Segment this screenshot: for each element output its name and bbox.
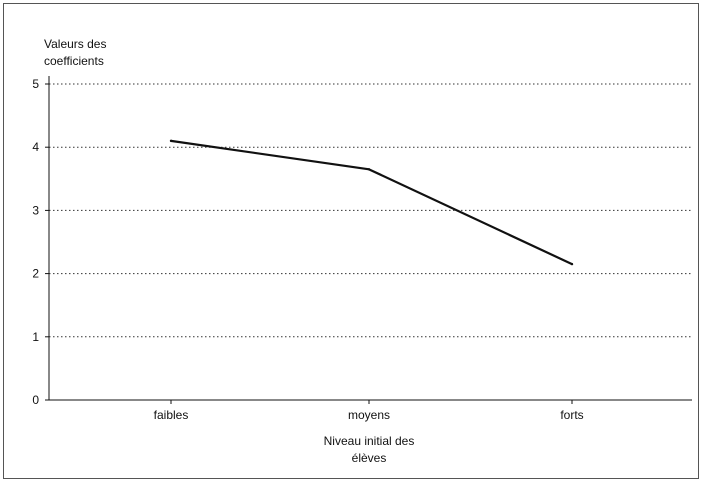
data-point-moyens (367, 168, 371, 171)
series-line-0 (170, 139, 573, 266)
x-axis-title-line2: élèves (352, 451, 387, 465)
y-tick-labels: 0 1 2 3 4 5 (32, 77, 49, 407)
axis-layer (48, 76, 692, 401)
y-tick-label-4: 4 (32, 140, 39, 154)
x-axis-title-line1: Niveau initial des (324, 434, 415, 448)
chart-frame: 0 1 2 3 4 5 faibles moyens forts Valeurs des co… (3, 3, 699, 479)
x-tick-label-moyens: moyens (348, 408, 390, 422)
y-tick-label-3: 3 (32, 203, 39, 217)
x-tick-labels: faibles moyens forts (154, 400, 584, 422)
series-layer (169, 139, 574, 266)
x-tick-label-faibles: faibles (154, 408, 189, 422)
y-tick-label-0: 0 (32, 393, 39, 407)
line-chart: 0 1 2 3 4 5 faibles moyens forts Valeurs des co… (32, 37, 692, 465)
y-axis-title-line1: Valeurs des (44, 37, 106, 51)
grid-layer (49, 83, 692, 338)
y-tick-label-5: 5 (32, 77, 39, 91)
y-tick-label-2: 2 (32, 267, 39, 281)
y-tick-label-1: 1 (32, 330, 39, 344)
x-tick-label-forts: forts (560, 408, 583, 422)
data-point-forts (570, 262, 574, 266)
data-point-faibles (169, 139, 173, 143)
y-axis-title-line2: coefficients (44, 54, 104, 68)
